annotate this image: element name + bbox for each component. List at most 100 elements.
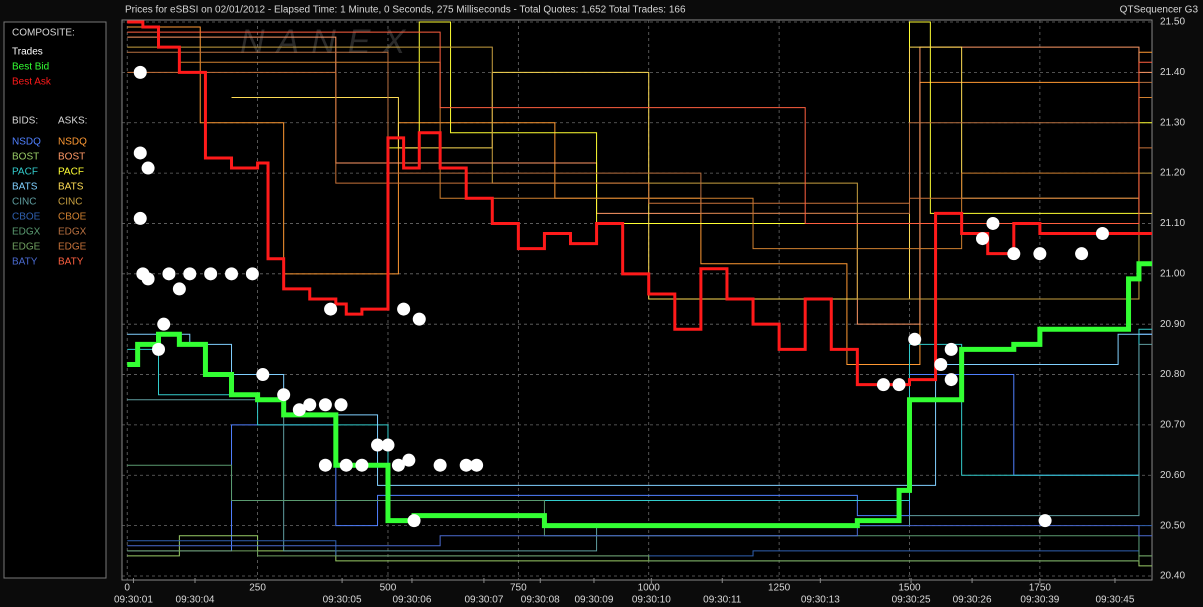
trade-dot <box>944 373 958 387</box>
trade-dot <box>381 438 395 452</box>
x-tick-label: 0 <box>124 583 130 594</box>
trade-dot <box>245 267 259 281</box>
trade-dot <box>277 388 291 402</box>
legend-entry: EDGX <box>58 227 87 238</box>
trade-dot <box>1038 514 1052 528</box>
time-tick-label: 09:30:07 <box>464 595 503 606</box>
legend-panel <box>3 21 107 579</box>
y-tick-label: 21.40 <box>1160 67 1185 78</box>
y-tick-label: 21.10 <box>1160 218 1185 229</box>
bid-line <box>127 328 1152 501</box>
time-tick-label: 09:30:05 <box>323 595 362 606</box>
trade-dot <box>1033 247 1047 261</box>
trade-dot <box>141 161 155 175</box>
x-tick-label: 1750 <box>1029 583 1052 594</box>
legend-entry: BATY <box>58 257 84 268</box>
legend-entry: BOST <box>58 152 85 163</box>
trade-dot <box>397 302 411 316</box>
time-tick-label: 09:30:45 <box>1096 595 1135 606</box>
x-tick-label: 1000 <box>638 583 661 594</box>
trade-dot <box>402 453 416 467</box>
trade-dot <box>157 317 171 331</box>
time-tick-label: 09:30:08 <box>521 595 560 606</box>
plot-area <box>121 19 1153 581</box>
trade-dot <box>1075 247 1089 261</box>
trade-dot <box>256 368 270 382</box>
y-tick-label: 20.90 <box>1160 319 1185 330</box>
trade-dot <box>1095 227 1109 241</box>
trade-dot <box>292 403 306 417</box>
time-tick-label: 09:30:09 <box>575 595 614 606</box>
legend-entry: Best Bid <box>12 62 49 73</box>
trade-dot <box>172 282 186 296</box>
trade-dot <box>892 378 906 392</box>
trade-dot <box>152 342 166 356</box>
y-tick-label: 21.00 <box>1160 268 1185 279</box>
x-tick-label: 1500 <box>898 583 921 594</box>
legend-entry: BATY <box>12 257 38 268</box>
time-tick-label: 09:30:26 <box>953 595 992 606</box>
trade-dot <box>141 272 155 286</box>
time-tick-label: 09:30:10 <box>632 595 671 606</box>
ask-line <box>127 31 1152 224</box>
y-tick-label: 20.60 <box>1160 470 1185 481</box>
legend-entry: EDGE <box>12 242 41 253</box>
legend-entry: EDGE <box>58 242 87 253</box>
trade-dot <box>162 267 176 281</box>
time-tick-label: 09:30:11 <box>703 595 742 606</box>
legend-entry: BOST <box>12 152 39 163</box>
y-tick-label: 21.20 <box>1160 168 1185 179</box>
bid-line <box>127 525 1152 547</box>
time-tick-label: 09:30:04 <box>176 595 215 606</box>
legend-entry: CBOE <box>58 212 87 223</box>
trade-dot <box>391 458 405 472</box>
legend-entry: PACF <box>58 167 84 178</box>
legend-entry: CINC <box>12 197 36 208</box>
trade-dot <box>334 398 348 412</box>
trade-dot <box>412 312 426 326</box>
trade-dot <box>355 458 369 472</box>
bids-title: BIDS: <box>12 116 38 127</box>
legend-entry: BATS <box>58 182 84 193</box>
legend-entry: CINC <box>58 197 82 208</box>
trade-dot <box>133 211 147 225</box>
legend-entry: BATS <box>12 182 38 193</box>
y-tick-label: 20.40 <box>1160 571 1185 582</box>
trade-dot <box>225 267 239 281</box>
x-tick-label: 250 <box>249 583 266 594</box>
trade-dot <box>433 458 447 472</box>
chart-title: Prices for eSBSI on 02/01/2012 - Elapsed… <box>125 5 686 16</box>
trade-dot <box>876 378 890 392</box>
x-tick-label: 1250 <box>768 583 791 594</box>
quote-line <box>127 261 1152 529</box>
trade-dot <box>318 458 332 472</box>
app-name: QTSequencer G3 <box>1120 5 1199 16</box>
legend-title: COMPOSITE: <box>12 28 75 39</box>
trade-dot <box>407 514 421 528</box>
time-tick-label: 09:30:06 <box>392 595 431 606</box>
legend-entry: CBOE <box>12 212 41 223</box>
legend-entry: EDGX <box>12 227 41 238</box>
time-tick-label: 09:30:01 <box>114 595 153 606</box>
trade-dot <box>944 342 958 356</box>
trade-dot <box>133 65 147 79</box>
y-tick-label: 20.70 <box>1160 420 1185 431</box>
trade-dot <box>1007 247 1021 261</box>
asks-title: ASKS: <box>58 116 87 127</box>
trade-dot <box>459 458 473 472</box>
trade-dot <box>986 216 1000 230</box>
y-tick-label: 21.30 <box>1160 117 1185 128</box>
trade-dot <box>183 267 197 281</box>
trade-dot <box>339 458 353 472</box>
trade-dot <box>470 458 484 472</box>
legend-entry: NSDQ <box>12 137 41 148</box>
x-tick-label: 750 <box>510 583 527 594</box>
bid-line <box>127 550 1152 562</box>
time-tick-label: 09:30:39 <box>1020 595 1059 606</box>
trade-dot <box>976 232 990 246</box>
trade-dot <box>133 146 147 160</box>
legend-entry: NSDQ <box>58 137 87 148</box>
time-tick-label: 09:30:25 <box>892 595 931 606</box>
